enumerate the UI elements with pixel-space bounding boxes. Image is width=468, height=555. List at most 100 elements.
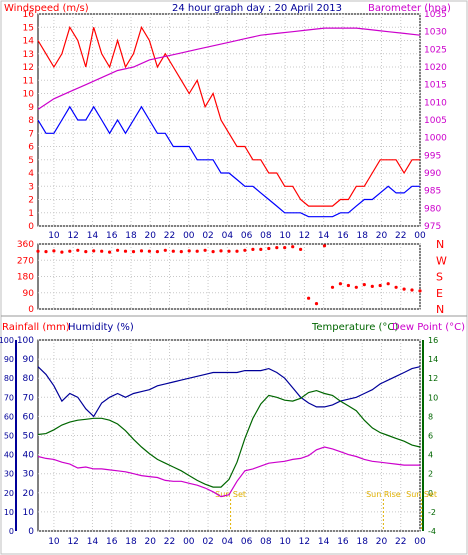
humidity-tick-label: 50 [23,432,35,442]
humidity-tick-label: 60 [23,412,35,422]
y-right-tick-label: 1035 [424,10,447,20]
direction-point [123,249,128,253]
direction-point [338,282,342,286]
x-tick-label: 18 [125,537,137,547]
x-tick-label: 02 [202,537,213,547]
x-tick-label: 16 [337,537,349,547]
y-left-tick-label: 13 [23,50,34,60]
x-tick-label: 18 [356,231,368,241]
direction-tick-label: 180 [17,273,34,283]
y-left-tick-label: 10 [23,90,35,100]
direction-point [211,250,215,254]
direction-point [187,249,191,253]
x-tick-label: 18 [356,537,368,547]
direction-point [394,285,398,289]
y-right-tick-label: 995 [424,151,441,161]
x-tick-label: 22 [395,537,406,547]
direction-point [354,285,358,289]
x-tick-label: 00 [183,231,195,241]
y-right-tick-label: 1030 [424,28,447,38]
x-tick-label: 20 [376,537,388,547]
x-tick-label: 16 [106,537,118,547]
compass-label: N [436,238,444,251]
rain-humidity-temperature-panel: 10 12 14 16 18 20 22 00 02 04 06 08 10 12 14 16 18 20 22 00… [0,336,438,547]
direction-point [179,250,183,254]
x-tick-label: 22 [164,231,175,241]
left-axis-label-humidity: Humidity (%) [68,322,134,333]
direction-point [235,249,239,253]
sun-marker-label: Sun Set [406,490,437,499]
x-tick-label: 04 [222,231,234,241]
wind-direction-panel: 0 N 90 E 180 S 270 W 360 N [17,238,447,316]
y-right-tick-label: 1000 [424,134,447,144]
y-left-tick-label: 9 [28,103,34,113]
x-tick-label: 10 [48,537,60,547]
y-left-tick-label: 3 [28,182,34,192]
humidity-tick-label: 20 [23,489,35,499]
rain-tick-label: 20 [4,489,14,498]
y-right-tick-label: 1025 [424,45,447,55]
direction-point [68,249,72,253]
temperature-tick-label: -4 [428,527,436,536]
x-tick-label: 14 [87,537,99,547]
right-axis-label-barometer: Barometer (hpa) [368,3,451,14]
x-tick-label: 06 [241,231,253,241]
x-tick-label: 12 [67,537,78,547]
direction-point [139,249,144,253]
right-axis-label-temperature: Temperature (°C) [311,322,398,333]
x-tick-label: 20 [376,231,388,241]
x-tick-label: 22 [164,537,175,547]
x-tick-label: 14 [318,231,330,241]
series-line-humidity [37,366,421,418]
direction-point [219,249,223,253]
humidity-tick-label: 100 [17,336,34,346]
humidity-tick-label: 80 [23,374,35,384]
direction-point [92,249,96,253]
direction-point [203,248,207,252]
y-left-tick-label: 7 [28,129,34,139]
direction-point [322,244,327,248]
temperature-tick-label: 14 [428,355,438,364]
rain-tick-label: 10 [4,508,14,517]
direction-point [362,283,366,287]
direction-point [147,249,151,253]
temperature-tick-label: 16 [428,336,438,345]
series-line-dew-point [37,446,420,498]
series-line-temperature [37,389,421,488]
temperature-tick-label: 10 [428,393,438,402]
wind-barometer-panel: 10 12 14 16 18 20 22 00 02 04 06 08 10 12 14 16 18 20 22 00… [23,10,448,241]
direction-point [84,250,88,254]
x-tick-label: 18 [125,231,137,241]
x-tick-label: 16 [106,231,118,241]
y-left-tick-label: 6 [28,143,34,153]
direction-point [402,287,406,291]
x-tick-label: 00 [414,537,426,547]
y-right-tick-label: 975 [424,222,441,232]
rain-tick-label: 40 [4,451,14,460]
direction-point [378,283,382,288]
y-left-tick-label: 15 [23,23,34,33]
x-tick-label: 08 [260,537,272,547]
compass-label: N [436,303,444,316]
direction-point [52,249,56,253]
temperature-tick-label: 12 [428,374,438,383]
direction-tick-label: 360 [17,240,34,250]
x-tick-label: 10 [279,537,291,547]
left-axis-label-windspeed: Windspeed (m/s) [4,3,89,14]
direction-point [251,247,255,251]
humidity-tick-label: 0 [28,527,34,537]
y-left-tick-label: 1 [28,209,34,219]
rain-tick-label: 90 [4,355,14,364]
direction-point [410,288,414,292]
x-tick-label: 10 [279,231,291,241]
direction-point [346,283,350,288]
direction-point [60,250,64,254]
y-left-tick-label: 0 [28,222,34,232]
compass-label: E [436,287,443,300]
temperature-tick-label: 6 [428,432,433,441]
direction-point [299,247,303,251]
y-right-tick-label: 980 [424,204,441,214]
